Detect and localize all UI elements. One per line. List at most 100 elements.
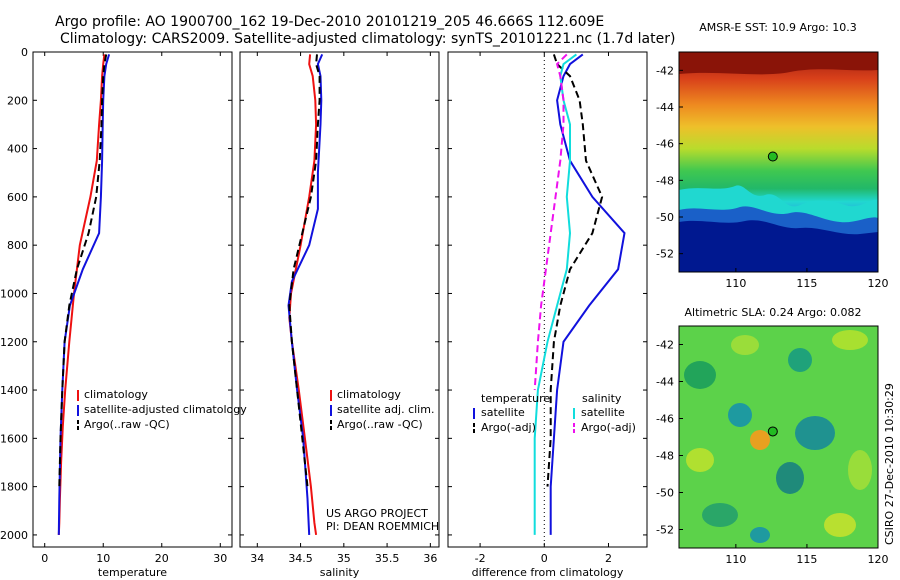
x-tick-label: 10 [96, 552, 110, 565]
y-tick-label: -44 [656, 101, 674, 114]
legend-label: satellite [581, 406, 625, 419]
y-tick-label: 1600 [0, 432, 28, 445]
sla-eddy [795, 416, 835, 450]
project-credit: US ARGO PROJECT [326, 507, 428, 520]
x-tick-label: 115 [796, 553, 817, 566]
y-tick-label: 200 [7, 94, 28, 107]
y-tick-label: 1200 [0, 336, 28, 349]
y-tick-label: -52 [656, 248, 674, 261]
y-tick-label: 1000 [0, 287, 28, 300]
x-tick-label: 115 [796, 277, 817, 290]
x-tick-label: 0 [541, 552, 548, 565]
sla-argo-marker [767, 426, 778, 437]
sst-deep-blue [679, 220, 878, 272]
pi-credit: PI: DEAN ROEMMICH [326, 520, 439, 533]
y-tick-label: -46 [656, 413, 674, 426]
x-tick-label: 30 [213, 552, 227, 565]
y-tick-label: 2000 [0, 529, 28, 542]
series-line [58, 54, 108, 487]
y-tick-label: 0 [21, 46, 28, 59]
x-tick-label: 110 [725, 277, 746, 290]
sla-eddy [684, 361, 716, 389]
x-axis-label: salinity [320, 566, 360, 579]
y-tick-label: -44 [656, 376, 674, 389]
x-tick-label: 36 [423, 552, 437, 565]
sla-eddy [731, 335, 759, 355]
y-tick-label: -50 [656, 211, 674, 224]
legend-label: Argo(..raw -QC) [84, 418, 170, 431]
x-tick-label: 20 [155, 552, 169, 565]
sst-map-title: AMSR-E SST: 10.9 Argo: 10.3 [699, 21, 857, 34]
sst-map-frame [678, 51, 879, 273]
x-axis-label: temperature [98, 566, 167, 579]
legend-label: Argo(-adj) [481, 421, 536, 434]
series-line [57, 54, 111, 535]
sla-eddy [750, 430, 770, 450]
csiro-timestamp: CSIRO 27-Dec-2010 10:30:29 [883, 383, 896, 545]
legend-label: Argo(..raw -QC) [337, 418, 423, 431]
legend-title: salinity [582, 392, 622, 405]
legend-label: climatology [337, 388, 401, 401]
plot-frame [447, 51, 648, 548]
sla-map: Altimetric SLA: 0.24 Argo: 0.082 110 115 1… [656, 306, 888, 566]
y-tick-label: -46 [656, 138, 674, 151]
sla-eddy [824, 513, 856, 537]
x-tick-label: 0 [41, 552, 48, 565]
series-line [57, 54, 106, 535]
sla-eddy [686, 448, 714, 472]
x-tick-label: -2 [475, 552, 486, 565]
x-tick-label: 120 [868, 277, 889, 290]
series-line [288, 54, 318, 536]
y-tick-label: -48 [656, 174, 674, 187]
y-tick-label: -42 [656, 64, 674, 77]
legend-label: Argo(-adj) [581, 421, 636, 434]
legend-label: satellite [481, 406, 525, 419]
y-tick-label: -42 [656, 339, 674, 352]
sla-eddy [776, 462, 804, 494]
legend-label: climatology [84, 388, 148, 401]
sst-map: AMSR-E SST: 10.9 Argo: 10.3 110 115 120 -42… [656, 21, 888, 290]
legend-title: temperature [481, 392, 550, 405]
series-line [549, 53, 626, 535]
y-tick-label: 400 [7, 143, 28, 156]
sst-warm-north [679, 52, 878, 75]
y-tick-label: 1800 [0, 481, 28, 494]
x-tick-label: 110 [725, 553, 746, 566]
y-tick-label: -52 [656, 524, 674, 537]
y-tick-label: 1400 [0, 384, 28, 397]
salinity-profile-plot: 34 34.5 35 35.5 36 salinity climatology satelli… [239, 51, 440, 579]
series-line [533, 53, 578, 535]
temperature-profile-plot: 0 10 20 30 0 200 400 600 800 1000 1200 1400 1600 1800… [0, 46, 247, 579]
sla-map-axes: 110 115 120 -42 -44 -46 -48 -50 -52 [656, 339, 888, 567]
y-tick-label: -50 [656, 487, 674, 500]
y-tick-label: -48 [656, 450, 674, 463]
figure-title-line2: Climatology: CARS2009. Satellite-adjuste… [60, 31, 675, 47]
sla-eddy [788, 348, 812, 372]
sla-eddy [848, 450, 872, 490]
series-line [533, 53, 568, 391]
plot-frame [239, 51, 440, 548]
legend-label: satellite adj. clim. [337, 403, 434, 416]
y-tick-label: 600 [7, 191, 28, 204]
sla-eddy [728, 403, 752, 427]
x-axis-label: difference from climatology [472, 566, 624, 579]
sla-eddy [750, 527, 770, 543]
plot-frame [32, 51, 233, 548]
sla-eddy [832, 330, 868, 350]
legend-label: satellite-adjusted climatology [84, 403, 247, 416]
series-line [288, 54, 321, 487]
series-line [287, 53, 324, 535]
figure-title-line1: Argo profile: AO 1900700_162 19-Dec-2010… [55, 14, 604, 30]
x-tick-label: 2 [605, 552, 612, 565]
x-tick-label: 120 [868, 553, 889, 566]
x-tick-label: 35.5 [375, 552, 400, 565]
sst-argo-marker [767, 151, 778, 162]
x-tick-label: 34 [250, 552, 264, 565]
sla-map-frame [678, 325, 879, 549]
sla-eddy [702, 503, 738, 527]
sla-map-title: Altimetric SLA: 0.24 Argo: 0.082 [684, 306, 861, 319]
x-tick-label: 34.5 [288, 552, 313, 565]
sst-map-axes: 110 115 120 -42 -44 -46 -48 -50 -52 [656, 64, 888, 290]
